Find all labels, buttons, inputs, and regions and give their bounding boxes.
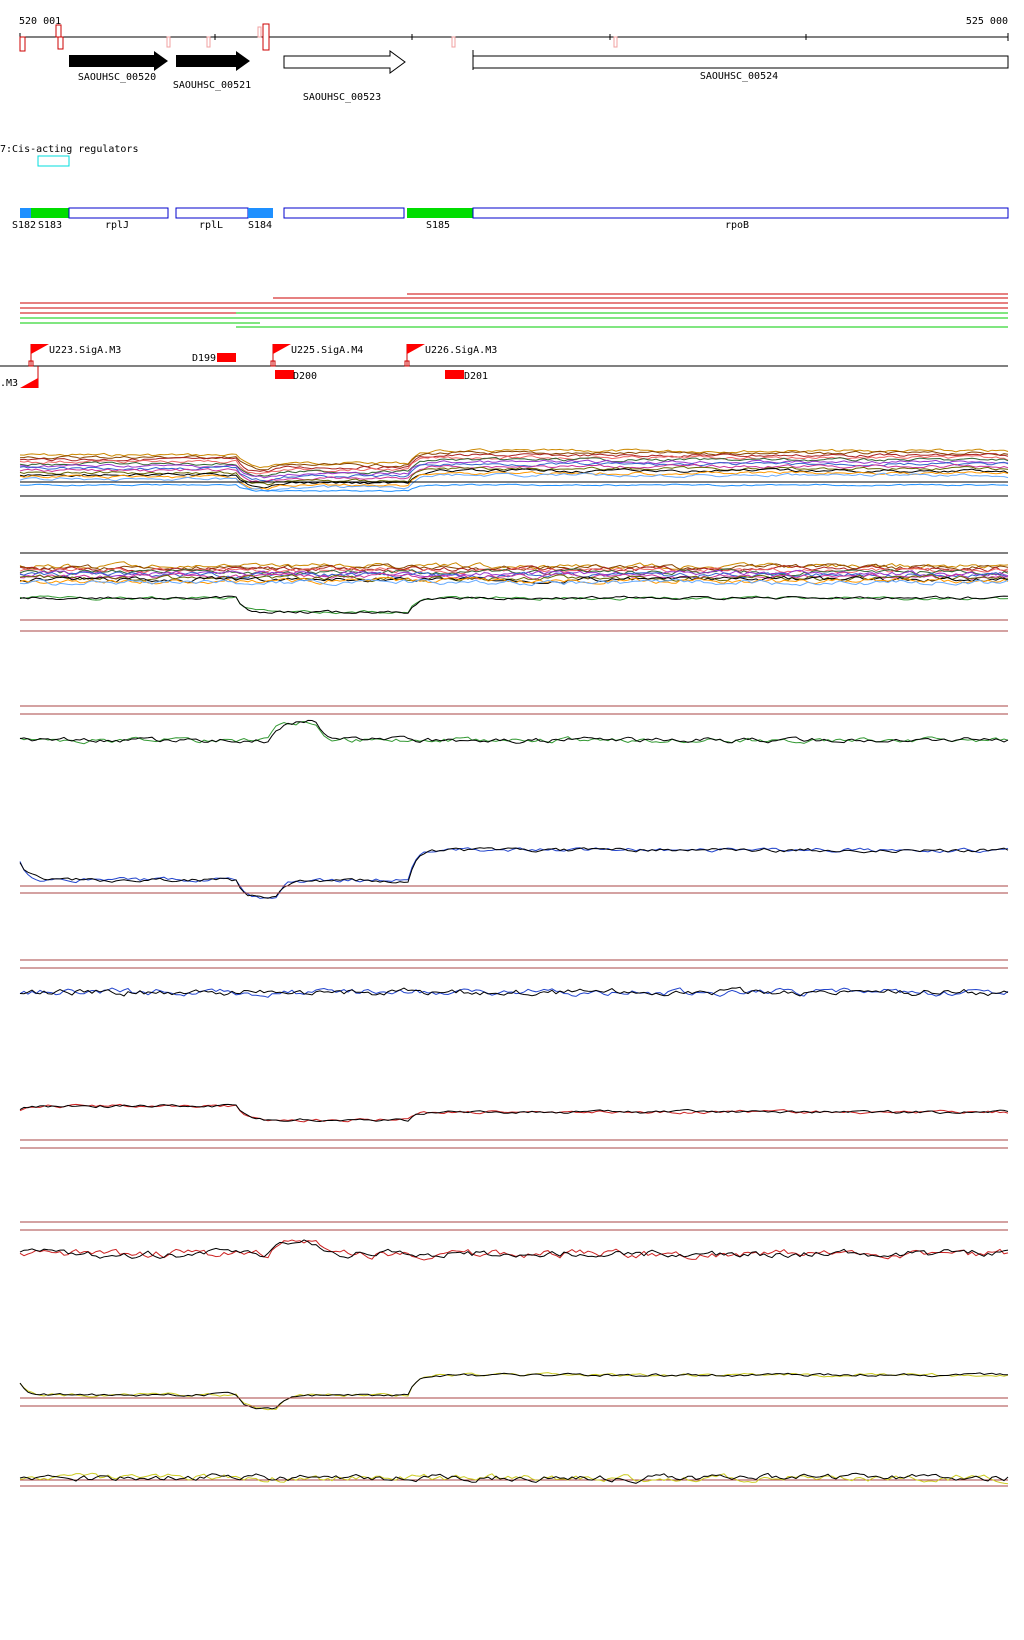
gene-track: SAOUHSC_00520 SAOUHSC_00521 SAOUHSC_0052…	[69, 50, 1009, 103]
reverse-promoter-partial[interactable]: .M3	[0, 366, 39, 389]
gene-arrow-saouhsc-00520[interactable]: SAOUHSC_00520	[69, 51, 168, 83]
downshift-d201[interactable]: D201	[445, 370, 488, 382]
expression-tracks	[19, 448, 1009, 1487]
promoter-u226[interactable]: U226.SigA.M3	[404, 344, 497, 367]
profile-line	[19, 465, 1009, 486]
label-rpob: rpoB	[725, 220, 749, 231]
svg-text:D201: D201	[464, 371, 488, 382]
profile-line	[19, 453, 1009, 473]
profile-line	[19, 720, 1009, 745]
segment-rpob[interactable]	[472, 207, 1009, 219]
profile-line	[19, 470, 1009, 491]
segment-rpll[interactable]	[175, 207, 249, 219]
profile-line	[19, 847, 1009, 899]
profile-line	[19, 1472, 1009, 1484]
label-s182: S182	[12, 220, 36, 231]
promoter-u225[interactable]: U225.SigA.M4	[270, 344, 363, 367]
segment-unnamed[interactable]	[283, 207, 405, 219]
profile-line	[19, 1103, 1009, 1123]
profile-line	[19, 483, 1009, 492]
profile-line	[19, 456, 1009, 477]
category-color-box	[37, 155, 70, 167]
coordinate-ruler: 520 001 525 000	[19, 16, 1009, 52]
label-rpll: rplL	[199, 220, 223, 231]
promoter-track: U223.SigA.M3 U225.SigA.M4 U226.SigA.M3 .…	[0, 344, 1008, 389]
gene-label: SAOUHSC_00523	[303, 92, 381, 103]
ruler-start-label: 520 001	[19, 16, 61, 27]
segment-s183[interactable]	[31, 208, 69, 218]
profile-line	[19, 847, 1009, 899]
profile-line	[19, 448, 1009, 469]
profile-line	[19, 572, 1009, 581]
gene-label: SAOUHSC_00521	[173, 80, 251, 91]
gene-arrow-saouhsc-00521[interactable]: SAOUHSC_00521	[173, 51, 251, 91]
promoter-u223[interactable]: U223.SigA.M3	[28, 344, 121, 367]
profile-line	[19, 578, 1009, 587]
label-s184: S184	[248, 220, 272, 231]
svg-text:U225.SigA.M4: U225.SigA.M4	[291, 345, 363, 356]
gene-label: SAOUHSC_00524	[700, 71, 778, 82]
profile-line	[19, 1372, 1009, 1410]
profile-line	[19, 468, 1009, 489]
segment-rplj[interactable]	[68, 207, 169, 219]
profile-line	[19, 463, 1009, 483]
segment-s185[interactable]	[407, 208, 473, 218]
profile-line	[19, 987, 1009, 998]
segment-s184[interactable]	[248, 208, 273, 218]
category-label: 7:Cis-acting regulators	[0, 144, 138, 155]
profile-line	[19, 719, 1009, 744]
category-section: 7:Cis-acting regulators	[0, 144, 138, 167]
profile-line	[19, 459, 1009, 479]
svg-text:D199: D199	[192, 353, 216, 364]
downshift-d200[interactable]: D200	[275, 370, 317, 382]
profile-line	[19, 1103, 1009, 1123]
gene-arrow-saouhsc-00524[interactable]: SAOUHSC_00524	[472, 50, 1009, 82]
ruler-end-label: 525 000	[966, 16, 1008, 27]
profile-line	[19, 595, 1009, 614]
segment-s182[interactable]	[20, 208, 31, 218]
label-s183: S183	[38, 220, 62, 231]
gene-arrow-saouhsc-00523[interactable]: SAOUHSC_00523	[283, 50, 406, 103]
condition-lines	[20, 293, 1008, 328]
gene-label: SAOUHSC_00520	[78, 72, 156, 83]
svg-text:D200: D200	[293, 371, 317, 382]
profile-line	[19, 568, 1009, 577]
profile-line	[19, 472, 1009, 493]
profile-line	[19, 1239, 1009, 1259]
profile-line	[19, 1239, 1009, 1261]
profile-line	[19, 1372, 1009, 1411]
svg-text:U223.SigA.M3: U223.SigA.M3	[49, 345, 121, 356]
profile-line	[19, 986, 1009, 997]
profile-line	[19, 595, 1009, 615]
label-rplj: rplJ	[105, 220, 129, 231]
label-s185: S185	[426, 220, 450, 231]
svg-text:U226.SigA.M3: U226.SigA.M3	[425, 345, 497, 356]
profile-line	[19, 1472, 1009, 1485]
svg-text:.M3: .M3	[0, 378, 18, 389]
segment-track: S182 S183 S184 S185 rplJ rplL rpoB	[12, 207, 1009, 231]
downshift-d199[interactable]: D199	[192, 353, 236, 364]
